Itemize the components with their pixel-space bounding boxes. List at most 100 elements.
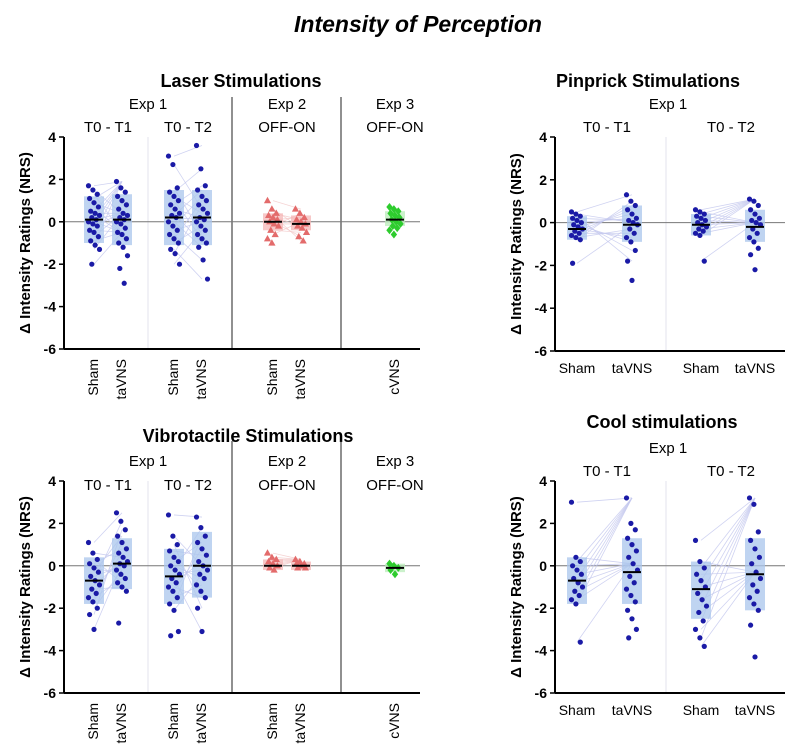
data-point: [749, 217, 755, 224]
category-label: Sham: [165, 359, 181, 396]
data-point: [199, 546, 205, 552]
data-point: [122, 575, 128, 582]
pair-line: [173, 249, 203, 280]
data-point: [297, 218, 305, 225]
data-point: [91, 229, 97, 235]
y-tick-label: -6: [535, 343, 548, 359]
data-point: [291, 205, 300, 212]
category-label: cVNS: [386, 359, 402, 395]
data-point: [625, 607, 631, 613]
data-point: [85, 183, 92, 189]
group-sublabel: T0 - T1: [583, 463, 631, 480]
y-tick-label: -4: [44, 299, 57, 315]
data-point: [390, 230, 398, 239]
y-tick-label: -2: [44, 600, 57, 616]
data-point: [202, 533, 208, 539]
data-point: [198, 588, 204, 594]
data-point: [88, 238, 94, 244]
data-point: [270, 566, 278, 573]
data-point: [92, 242, 98, 248]
data-point: [577, 558, 583, 565]
group-sublabel: T0 - T2: [164, 477, 212, 494]
data-point: [204, 276, 211, 282]
data-point: [88, 208, 94, 214]
y-axis-label: Δ Intensity Ratings (NRS): [508, 153, 525, 335]
data-point: [193, 514, 200, 520]
data-point: [118, 571, 124, 577]
y-tick-label: -2: [44, 256, 57, 272]
category-label: Sham: [683, 702, 720, 718]
data-point: [198, 223, 204, 229]
data-point: [272, 555, 280, 563]
data-point: [302, 228, 311, 235]
data-point: [198, 525, 204, 531]
data-point: [269, 213, 277, 221]
data-point: [197, 571, 203, 577]
data-point: [121, 280, 127, 286]
data-point: [631, 230, 637, 236]
y-tick-label: 2: [48, 515, 56, 531]
data-point: [90, 599, 96, 605]
category-label: taVNS: [612, 360, 652, 376]
category-label: taVNS: [292, 359, 308, 399]
data-point: [116, 240, 122, 246]
data-point: [570, 260, 576, 266]
data-point: [123, 236, 129, 242]
panel-title: Laser Stimulations: [160, 71, 321, 91]
data-point: [87, 227, 93, 233]
data-point: [386, 226, 393, 235]
data-point: [90, 550, 96, 556]
data-point: [118, 221, 124, 227]
data-point: [700, 228, 706, 234]
pair-line: [272, 229, 302, 233]
data-point: [696, 226, 702, 232]
data-point: [628, 198, 634, 204]
data-point: [697, 232, 703, 239]
data-point: [578, 220, 585, 226]
pair-line: [700, 198, 756, 215]
data-point: [699, 597, 705, 603]
data-point: [168, 202, 174, 208]
y-tick-label: 0: [48, 214, 56, 230]
category-label: Sham: [683, 360, 720, 376]
y-tick-label: 4: [539, 473, 547, 489]
data-point: [633, 626, 640, 633]
data-point: [751, 601, 757, 607]
group-label: Exp 1: [129, 96, 167, 113]
data-point: [692, 626, 699, 633]
data-point: [748, 252, 754, 258]
data-point: [632, 202, 638, 209]
group-label: Exp 2: [268, 96, 306, 113]
category-label: taVNS: [292, 703, 308, 743]
data-point: [701, 565, 707, 571]
data-point: [122, 527, 128, 533]
data-point: [629, 542, 635, 548]
data-point: [701, 211, 707, 217]
y-tick-label: -6: [44, 341, 57, 357]
data-point: [755, 245, 761, 251]
data-point: [692, 537, 699, 543]
data-point: [268, 553, 276, 560]
data-point: [625, 535, 631, 541]
data-point: [627, 573, 633, 580]
data-point: [87, 611, 93, 618]
data-point: [752, 267, 758, 273]
data-point: [195, 539, 201, 546]
data-point: [199, 628, 205, 635]
data-point: [568, 209, 575, 215]
data-point: [95, 569, 101, 575]
data-point: [204, 567, 211, 573]
data-point: [628, 239, 634, 245]
data-point: [632, 247, 638, 254]
data-point: [630, 561, 636, 567]
data-point: [198, 166, 204, 172]
data-point: [629, 211, 635, 217]
data-point: [628, 520, 634, 527]
data-point: [755, 529, 761, 535]
data-point: [170, 533, 176, 539]
data-point: [117, 265, 123, 272]
data-point: [756, 554, 763, 560]
y-tick-label: 2: [48, 171, 56, 187]
data-point: [120, 554, 126, 560]
y-tick-label: 0: [48, 558, 56, 574]
